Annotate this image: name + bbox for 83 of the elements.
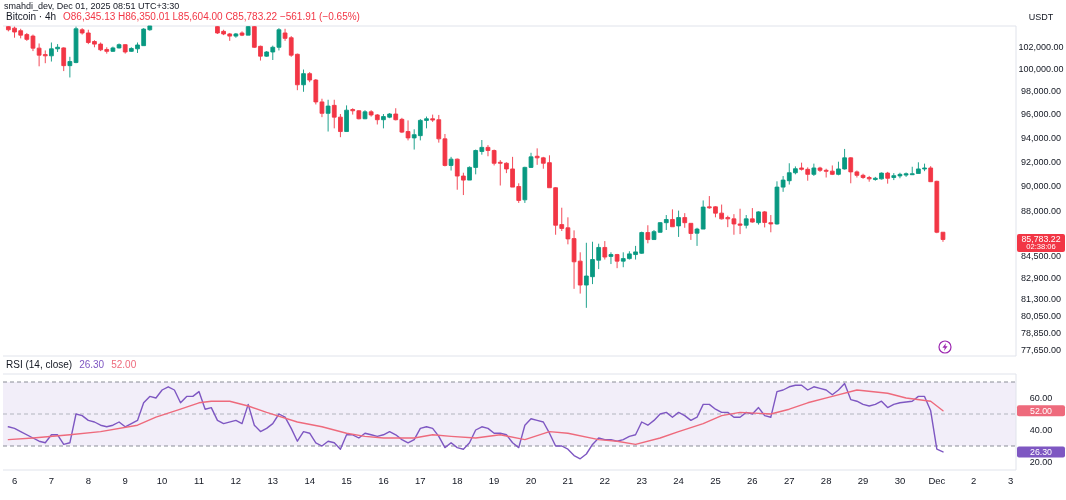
y-tick-label: 78,850.00 (1020, 328, 1062, 339)
y-tick-label: 98,000.00 (1020, 86, 1062, 97)
chart-title: RSI (14, close) (6, 359, 73, 370)
x-tick-label: 16 (378, 474, 389, 486)
x-tick-label: 22 (599, 474, 611, 486)
text: 52.00 (111, 359, 137, 370)
y-tick-label: 80,050.00 (1020, 311, 1062, 322)
x-tick-label: 6 (11, 474, 18, 486)
x-tick-label: 24 (673, 474, 684, 486)
y-tick-label: 40.00 (1029, 425, 1053, 435)
candlestick (737, 208, 743, 235)
candlestick (239, 30, 245, 37)
candlestick (110, 46, 116, 53)
candlestick (682, 212, 688, 229)
x-tick-label: Dec (928, 474, 946, 486)
candlestick (301, 69, 306, 93)
y-tick-label: 77,650.00 (1020, 345, 1062, 356)
y-tick-label: 92,000.00 (1020, 156, 1062, 167)
y-tick-label: 81,300.00 (1020, 294, 1062, 305)
x-tick-label: 21 (562, 474, 574, 486)
y-tick-label: 94,000.00 (1020, 132, 1062, 143)
x-tick-label: 13 (267, 474, 279, 486)
x-tick-label: 15 (341, 474, 352, 486)
x-tick-label: 8 (85, 474, 91, 486)
y-axis-title: USDT (1028, 12, 1054, 22)
chart-subtitle: O86,345.13 H86,350.01 L85,604.00 C85,783.22 −561.91 (−0.65%) (63, 11, 360, 22)
candlestick (362, 109, 368, 120)
candlestick (750, 207, 755, 224)
candlestick (688, 222, 694, 241)
x-tick-label: 26 (747, 474, 758, 486)
candlestick (602, 240, 608, 260)
y-tick-label: 102,000.00 (1018, 41, 1064, 52)
x-tick-label: 11 (194, 474, 204, 486)
x-tick-label: 25 (710, 474, 721, 486)
candlestick (885, 171, 890, 185)
x-tick-label: 9 (122, 474, 128, 486)
candlestick (116, 43, 122, 49)
x-tick-label: 12 (230, 474, 242, 486)
text: 85,783.22 (1021, 234, 1061, 245)
text: smahdi_dev, Dec 01, 2025 08:51 UTC+3:30 (4, 1, 180, 11)
candlestick (811, 163, 817, 177)
candlestick (676, 210, 681, 238)
y-tick-label: 20.00 (1029, 457, 1053, 467)
x-tick-label: 20 (525, 474, 537, 486)
x-tick-label: 14 (304, 474, 315, 486)
candlestick (645, 224, 651, 244)
y-tick-label: 84,500.00 (1020, 251, 1062, 262)
candlestick (233, 32, 239, 39)
x-tick-label: 18 (451, 474, 463, 486)
x-tick-label: 7 (48, 474, 55, 486)
x-tick-label: 19 (488, 474, 500, 486)
x-tick-label: 3 (1007, 474, 1014, 486)
text: 26.30 (79, 359, 105, 370)
text: 26.30 (1029, 446, 1053, 457)
x-tick-label: 27 (783, 474, 795, 486)
y-tick-label: 82,900.00 (1020, 272, 1062, 283)
x-tick-label: 28 (820, 474, 832, 486)
y-tick-label: 88,000.00 (1020, 206, 1062, 217)
line-series (7, 389, 944, 446)
y-tick-label: 96,000.00 (1020, 109, 1062, 120)
x-tick-label: 10 (156, 474, 168, 486)
y-tick-label: 100,000.00 (1018, 63, 1064, 74)
candlestick (61, 46, 67, 72)
y-tick-label: 60.00 (1029, 393, 1053, 403)
chart-title: Bitcoin · 4h (6, 11, 57, 22)
x-tick-label: 23 (636, 474, 647, 486)
x-tick-label: 2 (971, 474, 977, 486)
line-series (7, 382, 944, 460)
candlestick (743, 214, 749, 229)
y-tick-label: 90,000.00 (1020, 181, 1062, 192)
candlestick (325, 99, 331, 132)
candlestick (608, 251, 614, 265)
candlestick (122, 43, 128, 55)
x-tick-label: 30 (894, 474, 906, 486)
candlestick (245, 25, 251, 36)
candlestick (614, 253, 620, 269)
text: 52.00 (1029, 405, 1053, 416)
x-tick-label: 17 (415, 474, 426, 486)
candlestick (670, 208, 675, 228)
candlestick (344, 104, 349, 132)
candlestick (756, 210, 761, 226)
x-tick-label: 29 (857, 474, 869, 486)
candlestick (448, 156, 454, 171)
